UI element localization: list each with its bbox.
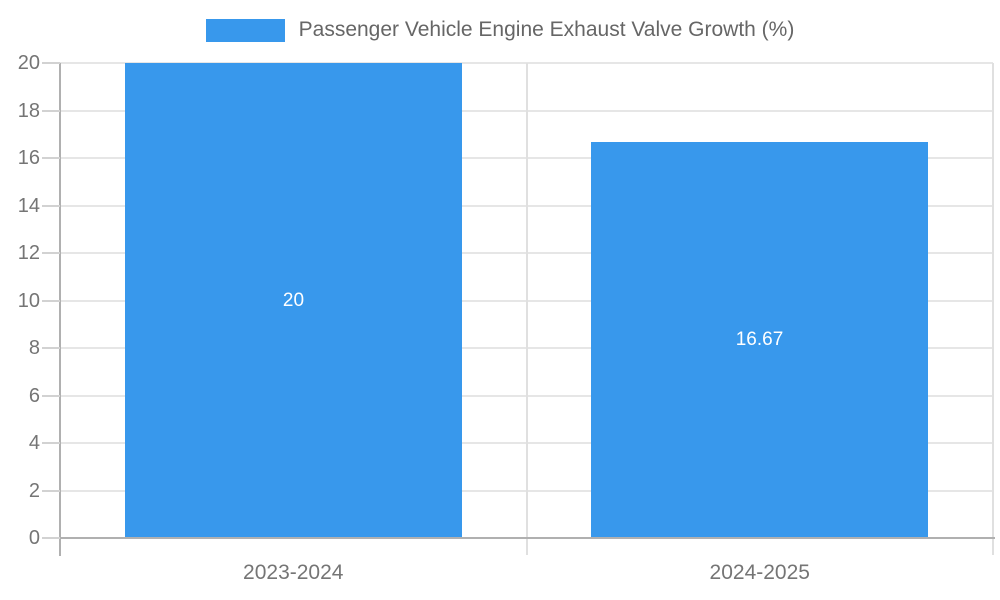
bar-value-label: 16.67 [735, 329, 784, 350]
y-tick-label: 18 [17, 99, 40, 122]
y-tick-label: 4 [28, 432, 40, 454]
legend-label: Passenger Vehicle Engine Exhaust Valve G… [298, 18, 795, 41]
legend: Passenger Vehicle Engine Exhaust Valve G… [0, 18, 1000, 42]
y-tick-label: 2 [28, 479, 40, 502]
plot-area: 20 16.67 [59, 62, 995, 556]
y-tick-mark [42, 62, 60, 64]
y-tick-mark [42, 537, 60, 539]
y-tick-mark [42, 299, 60, 302]
x-tick-mark [992, 538, 994, 555]
y-tick-mark [42, 394, 60, 397]
legend-item[interactable]: Passenger Vehicle Engine Exhaust Valve G… [205, 18, 795, 42]
x-category-label: 2024-2025 [709, 561, 810, 584]
y-tick-mark [42, 442, 60, 444]
y-tick-label: 12 [17, 242, 40, 264]
legend-swatch [205, 18, 285, 42]
y-tick-label: 6 [28, 384, 40, 407]
y-tick-mark [42, 204, 60, 207]
category-divider [526, 63, 528, 538]
y-axis-line [59, 63, 61, 556]
y-tick-label: 0 [28, 527, 40, 549]
y-tick-mark [42, 157, 60, 159]
y-tick-label: 8 [28, 337, 40, 359]
bar[interactable] [591, 142, 928, 538]
bar[interactable] [125, 63, 462, 538]
y-tick-mark [42, 109, 60, 112]
x-axis-line [59, 537, 995, 539]
y-tick-mark [42, 347, 60, 349]
y-tick-label: 10 [17, 289, 40, 312]
category-divider [992, 63, 994, 538]
y-tick-label: 20 [17, 52, 40, 74]
y-tick-label: 14 [17, 194, 40, 217]
x-tick-mark [526, 538, 528, 555]
x-category-label: 2023-2024 [243, 561, 344, 584]
y-tick-label: 16 [17, 147, 40, 169]
y-tick-mark [42, 489, 60, 492]
y-tick-mark [42, 252, 60, 254]
bar-value-label: 20 [282, 290, 305, 311]
